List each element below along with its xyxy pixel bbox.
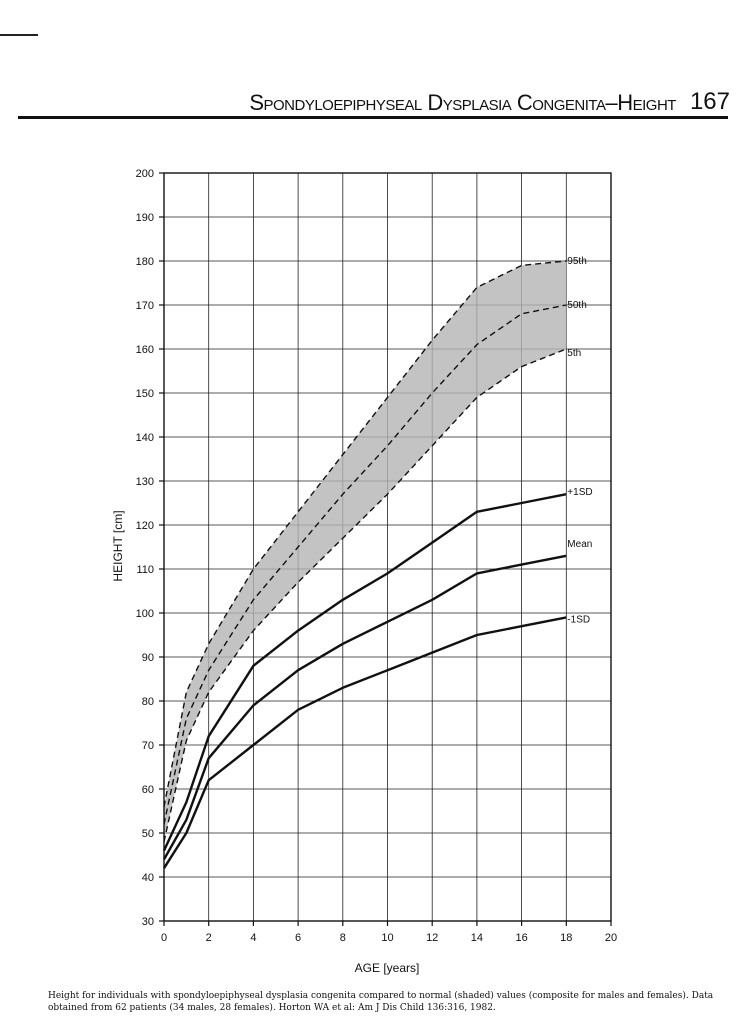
series-line-1sd bbox=[162, 493, 567, 852]
y-tick-label: 110 bbox=[136, 564, 154, 576]
series-label: -1SD bbox=[567, 614, 590, 625]
page-title: Spondyloepiphyseal Dysplasia Congenita–H… bbox=[249, 90, 676, 115]
y-tick-label: 100 bbox=[136, 608, 154, 620]
x-tick-label: 6 bbox=[295, 932, 301, 944]
y-tick-label: 200 bbox=[136, 168, 154, 180]
series-label: 5th bbox=[567, 348, 581, 359]
y-tick-label: 90 bbox=[142, 652, 154, 664]
shaded-band-layer bbox=[164, 261, 567, 842]
series-label: +1SD bbox=[567, 487, 592, 498]
series-label: 50th bbox=[567, 300, 586, 311]
series-line-1sd bbox=[162, 616, 567, 869]
label-layer: 95th50th5th+1SDMean-1SD30405060708090100… bbox=[136, 168, 617, 944]
y-tick-label: 30 bbox=[142, 916, 154, 928]
x-tick-label: 4 bbox=[250, 932, 256, 944]
y-axis-title: HEIGHT [cm] bbox=[111, 510, 125, 581]
series-line-mean bbox=[162, 554, 567, 860]
series-line-50th bbox=[163, 304, 567, 825]
scan-corner-mark bbox=[0, 34, 38, 36]
y-tick-label: 50 bbox=[142, 828, 154, 840]
y-tick-label: 160 bbox=[136, 344, 154, 356]
x-tick-label: 8 bbox=[340, 932, 346, 944]
series-layer bbox=[162, 260, 567, 869]
x-tick-label: 20 bbox=[605, 932, 617, 944]
x-tick-label: 0 bbox=[161, 932, 167, 944]
y-tick-label: 130 bbox=[136, 476, 154, 488]
normal-range-band bbox=[164, 261, 567, 842]
y-tick-label: 70 bbox=[142, 740, 154, 752]
series-line-95th bbox=[163, 260, 567, 807]
y-tick-label: 120 bbox=[136, 520, 154, 532]
y-tick-label: 190 bbox=[136, 212, 154, 224]
series-line-5th bbox=[163, 348, 567, 842]
figure-caption: Height for individuals with spondyloepip… bbox=[48, 991, 714, 1013]
y-tick-label: 150 bbox=[136, 388, 154, 400]
x-tick-label: 2 bbox=[206, 932, 212, 944]
height-growth-chart: 95th50th5th+1SDMean-1SD30405060708090100… bbox=[111, 168, 617, 975]
x-axis-title: AGE [years] bbox=[355, 961, 420, 975]
x-tick-label: 16 bbox=[515, 932, 527, 944]
series-label: Mean bbox=[567, 539, 592, 550]
header-rule bbox=[18, 116, 728, 119]
x-tick-label: 18 bbox=[560, 932, 572, 944]
y-tick-label: 170 bbox=[136, 300, 154, 312]
page-header: Spondyloepiphyseal Dysplasia Congenita–H… bbox=[70, 80, 730, 116]
y-tick-label: 60 bbox=[142, 784, 154, 796]
page-number: 167 bbox=[689, 88, 730, 115]
y-tick-label: 40 bbox=[142, 872, 154, 884]
y-tick-label: 80 bbox=[142, 696, 154, 708]
x-tick-label: 12 bbox=[426, 932, 438, 944]
y-tick-label: 180 bbox=[136, 256, 154, 268]
x-tick-label: 10 bbox=[381, 932, 393, 944]
y-tick-label: 140 bbox=[136, 432, 154, 444]
series-label: 95th bbox=[567, 256, 586, 267]
axis-layer bbox=[159, 172, 612, 926]
x-tick-label: 14 bbox=[471, 932, 483, 944]
